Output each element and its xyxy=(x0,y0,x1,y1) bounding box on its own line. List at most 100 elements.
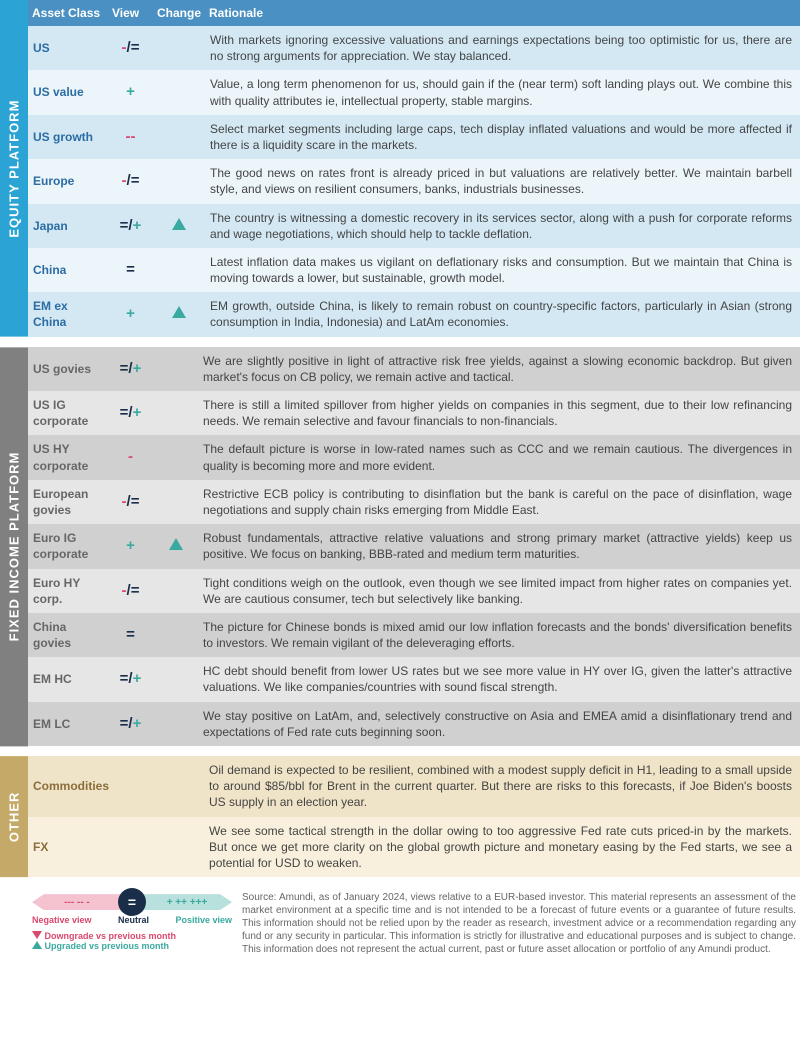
view-cell: =/+ xyxy=(108,391,153,435)
asset-cell: FX xyxy=(28,817,114,878)
rationale-cell: The good news on rates front is already … xyxy=(205,159,800,203)
table-row: China govies= The picture for Chinese bon… xyxy=(28,613,800,657)
table-row: US value+ Value, a long term phenomenon f… xyxy=(28,70,800,114)
asset-cell: EM HC xyxy=(28,657,108,701)
header-rationale: Rationale xyxy=(205,0,800,26)
table-row: US IG corporate=/+There is still a limit… xyxy=(28,391,800,435)
asset-cell: China xyxy=(28,248,108,292)
rationale-cell: Robust fundamentals, attractive relative… xyxy=(198,524,800,568)
view-cell: - xyxy=(108,435,153,479)
change-cell xyxy=(153,480,198,524)
change-cell xyxy=(153,159,205,203)
view-cell: =/+ xyxy=(108,657,153,701)
rationale-cell: Select market segments including large c… xyxy=(205,115,800,159)
rationale-cell: The country is witnessing a domestic rec… xyxy=(205,204,800,248)
rationale-cell: Oil demand is expected to be resilient, … xyxy=(204,756,800,817)
change-cell xyxy=(153,26,205,70)
rationale-cell: We stay positive on LatAm, and, selectiv… xyxy=(198,702,800,746)
view-cell: = xyxy=(108,248,153,292)
rationale-cell: Value, a long term phenomenon for us, sh… xyxy=(205,70,800,114)
view-cell: -/= xyxy=(108,26,153,70)
view-cell: -/= xyxy=(108,159,153,203)
asset-cell: Euro IG corporate xyxy=(28,524,108,568)
change-cell xyxy=(153,248,205,292)
asset-cell: Japan xyxy=(28,204,108,248)
change-cell xyxy=(153,657,198,701)
rationale-cell: We are slightly positive in light of att… xyxy=(198,347,800,391)
upgrade-icon xyxy=(169,538,183,550)
asset-cell: European govies xyxy=(28,480,108,524)
upgrade-icon xyxy=(172,306,186,318)
view-cell: = xyxy=(108,613,153,657)
negative-arrow: --- -- - xyxy=(32,894,122,910)
rationale-cell: Restrictive ECB policy is contributing t… xyxy=(198,480,800,524)
table-row: Japan=/+ The country is witnessing a dome… xyxy=(28,204,800,248)
legend: --- -- - = + ++ +++ Negative view Neutra… xyxy=(0,887,800,960)
section-label-fixed: FIXED INCOME PLATFORM xyxy=(0,347,28,746)
downgrade-label: Downgrade vs previous month xyxy=(45,931,177,941)
asset-cell: US govies xyxy=(28,347,108,391)
upgrade-label: Upgraded vs previous month xyxy=(45,941,170,951)
neutral-label: Neutral xyxy=(118,915,149,925)
upgrade-icon xyxy=(172,218,186,230)
view-cell: + xyxy=(108,292,153,336)
view-cell: =/+ xyxy=(108,347,153,391)
table-row: EM LC=/+ We stay positive on LatAm, and, … xyxy=(28,702,800,746)
table-row: European govies-/= Restrictive ECB policy… xyxy=(28,480,800,524)
negative-label: Negative view xyxy=(32,915,92,925)
table-row: FX We see some tactical strength in the d… xyxy=(28,817,800,878)
change-cell xyxy=(153,347,198,391)
header-change: Change xyxy=(153,0,205,26)
view-cell: -/= xyxy=(108,569,153,613)
header-view: View xyxy=(108,0,153,26)
source-text: Source: Amundi, as of January 2024, view… xyxy=(242,891,796,956)
positive-label: Positive view xyxy=(175,915,232,925)
table-row: Euro IG corporate+Robust fundamentals, a… xyxy=(28,524,800,568)
section-label-equity: EQUITY PLATFORM xyxy=(0,0,28,337)
rationale-cell: EM growth, outside China, is likely to r… xyxy=(205,292,800,336)
change-cell xyxy=(153,204,205,248)
change-cell xyxy=(153,435,198,479)
table-row: US HY corporate- The default picture is w… xyxy=(28,435,800,479)
table-fixed: US govies=/+We are slightly positive in … xyxy=(28,347,800,746)
rationale-cell: The picture for Chinese bonds is mixed a… xyxy=(198,613,800,657)
table-other: Commodities Oil demand is expected to be … xyxy=(28,756,800,877)
asset-cell: US IG corporate xyxy=(28,391,108,435)
table-row: US growth-- Select market segments includ… xyxy=(28,115,800,159)
change-cell xyxy=(153,292,205,336)
view-cell: -- xyxy=(108,115,153,159)
table-row: US govies=/+ We are slightly positive in … xyxy=(28,347,800,391)
view-cell xyxy=(114,817,159,878)
change-cell xyxy=(153,70,205,114)
asset-cell: Europe xyxy=(28,159,108,203)
rationale-cell: We see some tactical strength in the dol… xyxy=(204,817,800,878)
change-cell xyxy=(153,569,198,613)
rationale-cell: The default picture is worse in low-rate… xyxy=(198,435,800,479)
view-cell: -/= xyxy=(108,480,153,524)
asset-cell: US value xyxy=(28,70,108,114)
asset-cell: China govies xyxy=(28,613,108,657)
table-row: EM ex China+ EM growth, outside China, is… xyxy=(28,292,800,336)
asset-cell: EM LC xyxy=(28,702,108,746)
view-cell: + xyxy=(108,70,153,114)
table-row: Commodities Oil demand is expected to be … xyxy=(28,756,800,817)
asset-cell: US HY corporate xyxy=(28,435,108,479)
view-cell: =/+ xyxy=(108,204,153,248)
rationale-cell: With markets ignoring excessive valuatio… xyxy=(205,26,800,70)
change-cell xyxy=(153,613,198,657)
asset-cell: EM ex China xyxy=(28,292,108,336)
view-scale: --- -- - = + ++ +++ xyxy=(32,891,232,913)
downgrade-icon xyxy=(32,931,42,939)
rationale-cell: Tight conditions weigh on the outlook, e… xyxy=(198,569,800,613)
view-cell: =/+ xyxy=(108,702,153,746)
header-asset: Asset Class xyxy=(28,0,108,26)
table-row: Euro HY corp.-/=Tight conditions weigh o… xyxy=(28,569,800,613)
positive-arrow: + ++ +++ xyxy=(142,894,232,910)
asset-cell: Commodities xyxy=(28,756,114,817)
change-cell xyxy=(159,817,204,878)
table-equity: Asset ClassViewChangeRationaleUS-/=With … xyxy=(28,0,800,337)
rationale-cell: HC debt should benefit from lower US rat… xyxy=(198,657,800,701)
asset-cell: US growth xyxy=(28,115,108,159)
change-cell xyxy=(153,702,198,746)
change-cell xyxy=(153,391,198,435)
